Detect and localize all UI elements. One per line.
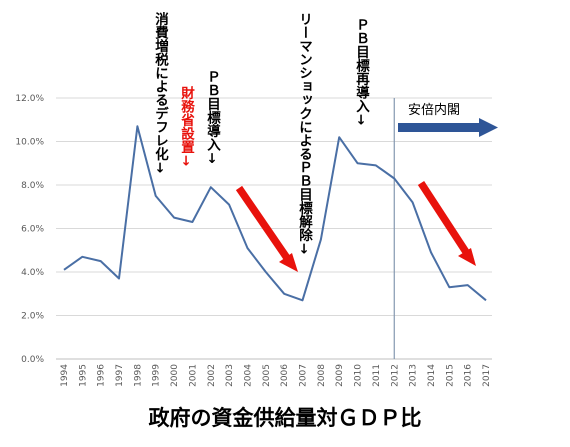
x-tick-label: 2009 (335, 364, 345, 387)
y-tick-label: 12.0% (15, 94, 44, 104)
x-tick-label: 1999 (152, 364, 162, 387)
series-group (63, 125, 487, 302)
annotation-pb-reintro: ＰＢ目標再導入↓ (353, 18, 370, 129)
x-tick-label: 2010 (354, 364, 364, 387)
x-tick-label: 1994 (60, 364, 70, 387)
chart-title: 政府の資金供給量対ＧＤＰ比 (148, 406, 422, 430)
x-tick-label: 2000 (170, 364, 180, 387)
x-tick-label: 2008 (317, 364, 327, 387)
y-tick-label: 2.0% (21, 312, 44, 322)
x-tick-label: 2015 (445, 364, 455, 387)
x-tick-label: 1995 (78, 364, 88, 387)
x-tick-label: 1998 (133, 364, 143, 387)
x-tick-label: 1997 (115, 364, 125, 387)
y-tick-label: 0.0% (21, 355, 44, 365)
decline-arrow-2 (417, 180, 476, 266)
x-tick-label: 2005 (262, 364, 272, 387)
x-tick-label: 2017 (482, 364, 492, 387)
x-tick-label: 2004 (243, 364, 253, 387)
annotation-lehman: リーマンショックによるＰＢ目標解除↓ (296, 12, 313, 258)
x-tick-label: 2014 (427, 364, 437, 387)
decline-arrow-1 (235, 185, 298, 272)
x-tick-label: 1996 (97, 364, 107, 387)
abe-cabinet-arrow (398, 118, 498, 137)
x-tick-label: 2001 (188, 364, 198, 387)
annotation-abe-cabinet: 安倍内閣 (408, 102, 460, 118)
grid-lines (56, 97, 492, 316)
annotation-pb-target: ＰＢ目標導入↓ (204, 70, 221, 167)
y-tick-label: 10.0% (15, 138, 44, 148)
y-tick-label: 6.0% (21, 225, 44, 235)
x-tick-label: 2006 (280, 364, 290, 387)
series-line (63, 125, 487, 302)
x-tick-label: 2013 (409, 364, 419, 387)
x-tick-label: 2011 (372, 364, 382, 387)
y-axis-ticks: 0.0% 2.0% 4.0% 6.0% 8.0% 10.0% 12.0% (15, 94, 44, 365)
y-tick-label: 4.0% (21, 268, 44, 278)
x-tick-label: 2003 (225, 364, 235, 387)
annotation-mof: 財務省設置↓ (178, 85, 196, 170)
y-tick-label: 8.0% (21, 181, 44, 191)
x-axis-ticks: 1994 1995 1996 1997 1998 1999 2000 2001 2002 2003… (60, 364, 492, 387)
x-tick-label: 2016 (464, 364, 474, 387)
x-tick-label: 2002 (207, 364, 217, 387)
annotation-consumption-tax: 消費増税によるデフレ化↓ (152, 11, 169, 177)
x-tick-label: 2007 (299, 364, 309, 387)
x-tick-label: 2012 (390, 364, 400, 387)
